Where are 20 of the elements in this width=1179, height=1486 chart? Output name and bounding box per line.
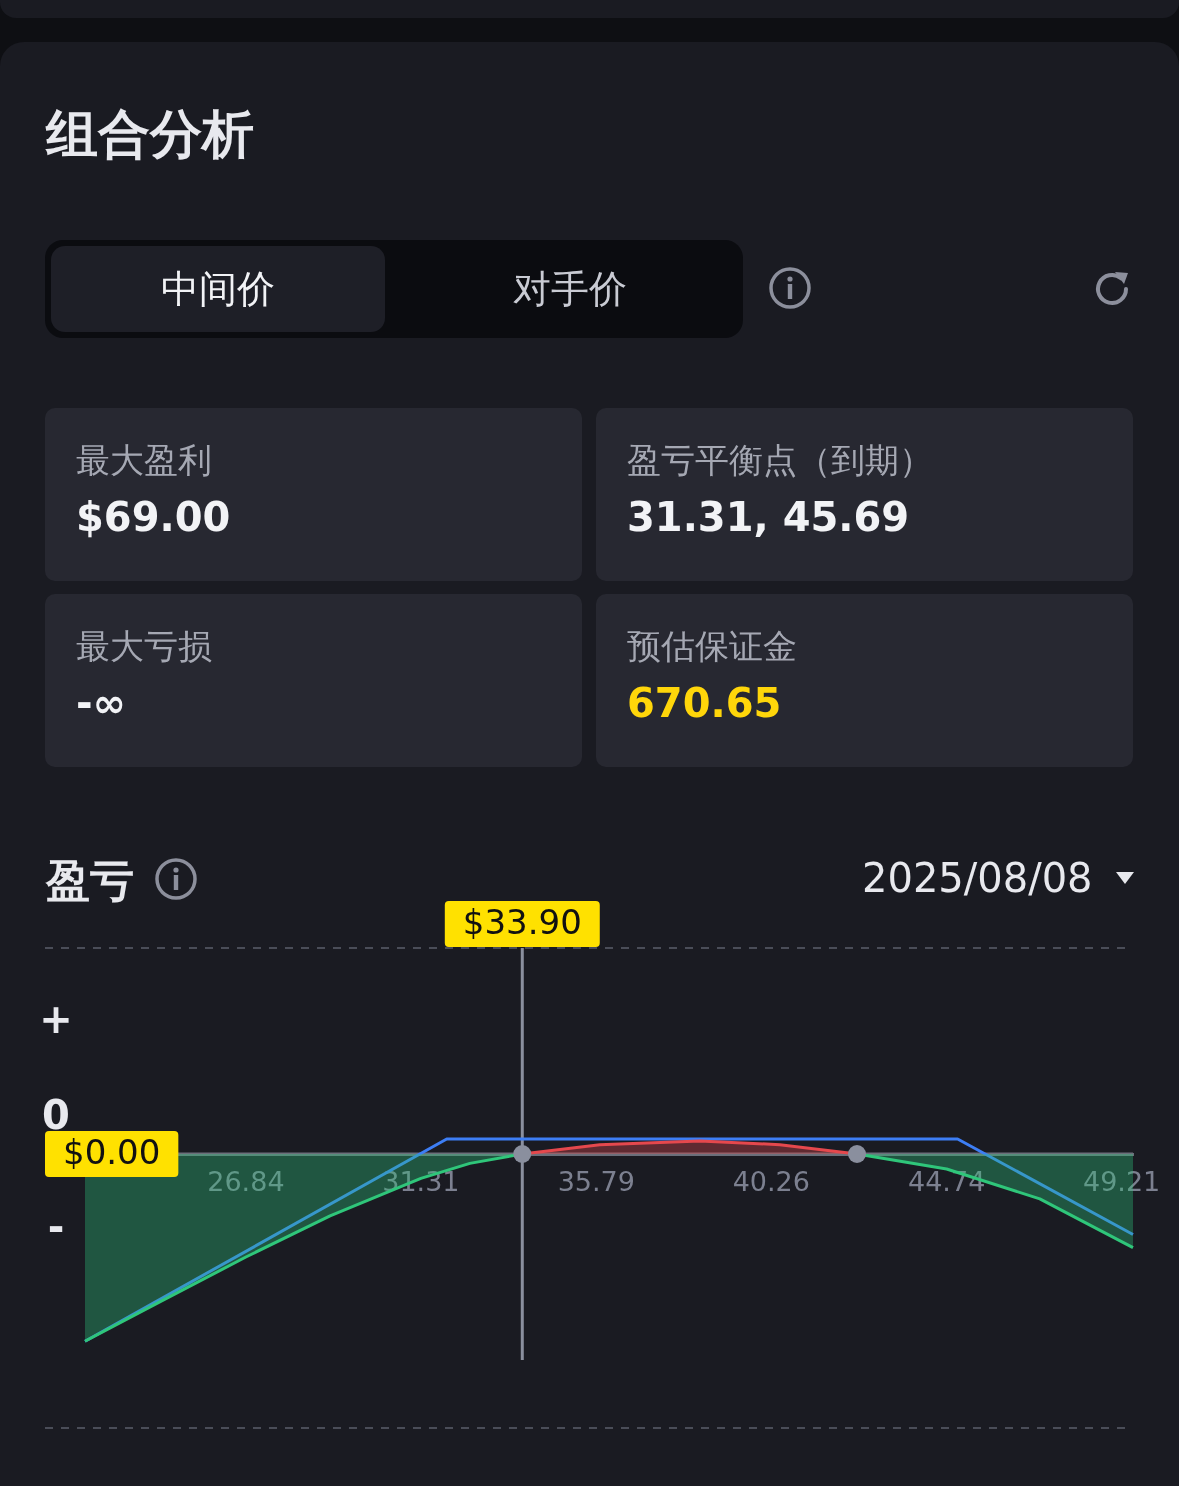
text: $69.00	[76, 494, 231, 540]
text: 对手价	[512, 266, 628, 313]
text: 组合分析	[46, 103, 254, 166]
text: -∞	[76, 680, 126, 726]
x-tick-label: 49.21	[1083, 1166, 1161, 1198]
text: 31.31, 45.69	[627, 494, 910, 540]
text: 670.65	[627, 680, 782, 726]
x-tick-label: 26.84	[207, 1166, 285, 1198]
text: 盈亏平衡点（到期）	[627, 439, 933, 482]
text: 中间价	[51, 246, 385, 332]
x-tick-label: 35.79	[557, 1166, 635, 1198]
text: 最大盈利	[76, 439, 212, 482]
text: -	[47, 1204, 65, 1251]
text: 预估保证金	[627, 625, 797, 668]
text: 最大亏损	[76, 625, 212, 668]
x-tick-label: 40.26	[732, 1166, 810, 1198]
chart-title: 盈亏	[46, 854, 134, 908]
ref-line-label: $33.90	[462, 901, 582, 942]
text: +	[39, 996, 73, 1043]
chart-subtitle: 2025/08/08	[862, 855, 1093, 901]
